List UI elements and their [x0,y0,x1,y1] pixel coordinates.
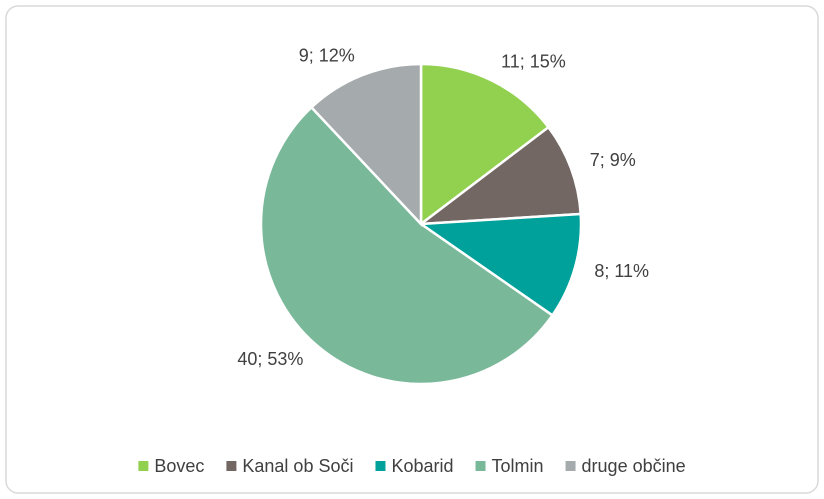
legend: Bovec Kanal ob Soči Kobarid Tolmin druge obč… [138,456,686,476]
legend-swatch [475,461,486,471]
pie-slice [259,105,555,386]
legend-swatch [226,461,237,471]
data-label: 40; 53% [237,349,303,369]
legend-swatch [565,461,576,471]
legend-label: Kanal ob Soči [242,456,353,476]
pie-slice [419,62,551,227]
data-label: 8; 11% [594,261,649,281]
legend-label: Tolmin [492,456,544,476]
pie-slice [309,62,423,228]
pie-slice [417,212,583,318]
legend-swatch [375,461,386,471]
legend-label: druge občine [582,456,686,476]
legend-label: Kobarid [391,456,453,476]
data-label: 11; 15% [501,52,566,72]
legend-label: Bovec [154,456,204,476]
data-label: 7; 9% [590,150,636,170]
legend-swatch [138,461,149,471]
data-label: 9; 12% [299,45,355,65]
pie-slice [416,125,583,226]
